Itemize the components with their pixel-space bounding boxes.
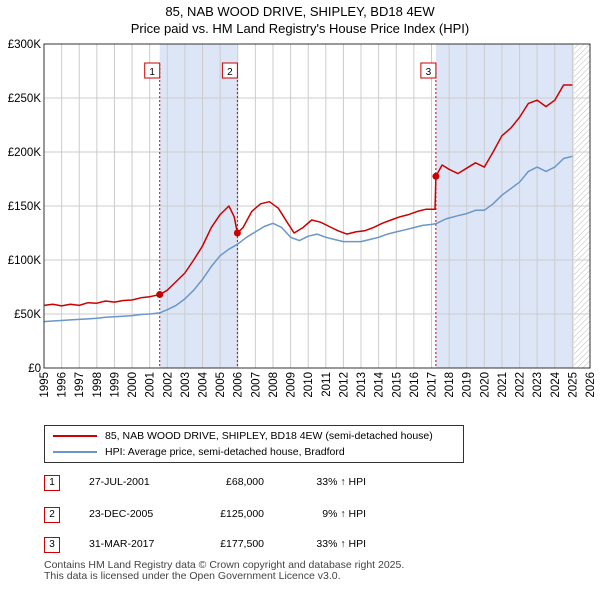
x-tick-label: 2004 xyxy=(198,371,210,397)
x-tick-label: 1999 xyxy=(109,372,121,398)
sale-number-label: 1 xyxy=(149,67,155,78)
sale-number-box xyxy=(420,62,437,79)
x-tick-label: 2007 xyxy=(250,372,262,398)
y-tick-label: £200K xyxy=(8,147,42,159)
y-tick-label: £250K xyxy=(8,93,42,105)
sale-marker-badge: 3 xyxy=(44,537,60,553)
x-tick-label: 2022 xyxy=(515,372,527,398)
sale-date: 23-DEC-2005 xyxy=(89,508,154,520)
sale-point xyxy=(432,172,440,180)
legend-label-property: 85, NAB WOOD DRIVE, SHIPLEY, BD18 4EW (s… xyxy=(105,430,433,442)
x-tick-label: 2011 xyxy=(321,372,333,397)
x-tick-label: 2019 xyxy=(462,372,474,398)
x-tick-label: 2025 xyxy=(567,372,579,398)
legend-label-hpi: HPI: Average price, semi-detached house,… xyxy=(105,446,345,458)
sale-marker-badge: 2 xyxy=(44,507,60,523)
x-tick-label: 1995 xyxy=(39,372,51,398)
chart-subtitle: Price paid vs. HM Land Registry's House … xyxy=(130,21,470,36)
chart-title: 85, NAB WOOD DRIVE, SHIPLEY, BD18 4EW xyxy=(165,4,435,19)
sale-number-label: 2 xyxy=(227,67,233,78)
hpi-series-line xyxy=(43,155,573,323)
x-tick-label: 2008 xyxy=(268,372,280,398)
legend-swatch-hpi xyxy=(53,451,97,453)
sale-date: 27-JUL-2001 xyxy=(89,476,150,488)
x-tick-label: 2009 xyxy=(286,372,298,398)
sale-hpi-change: 33% ↑ HPI xyxy=(316,538,366,550)
y-tick-label: £0 xyxy=(28,363,41,375)
sale-number-box xyxy=(221,62,238,79)
x-tick-label: 2021 xyxy=(497,372,509,398)
sale-hpi-change: 33% ↑ HPI xyxy=(316,476,366,488)
y-tick-label: £50K xyxy=(14,309,41,321)
x-tick-label: 2003 xyxy=(180,372,192,398)
x-tick-label: 2006 xyxy=(233,372,245,398)
x-tick-label: 2012 xyxy=(338,372,350,398)
x-tick-label: 1996 xyxy=(57,372,69,398)
legend-item-property: 85, NAB WOOD DRIVE, SHIPLEY, BD18 4EW (s… xyxy=(53,428,433,444)
sale-price: £68,000 xyxy=(226,476,264,488)
attribution-line-2: This data is licensed under the Open Gov… xyxy=(44,570,341,582)
x-tick-label: 2002 xyxy=(162,372,174,398)
y-tick-label: £100K xyxy=(8,255,42,267)
x-tick-label: 2026 xyxy=(585,372,597,398)
chart-legend: 85, NAB WOOD DRIVE, SHIPLEY, BD18 4EW (s… xyxy=(44,425,464,463)
x-tick-label: 2024 xyxy=(550,371,562,397)
x-tick-label: 2017 xyxy=(426,372,438,398)
sale-point xyxy=(233,229,241,237)
x-tick-label: 2020 xyxy=(479,372,491,398)
sale-price: £177,500 xyxy=(220,538,264,550)
x-tick-label: 2014 xyxy=(374,371,386,397)
legend-swatch-property xyxy=(53,435,97,437)
sale-price: £125,000 xyxy=(220,508,264,520)
y-tick-label: £300K xyxy=(8,39,42,51)
sale-number-label: 3 xyxy=(426,67,432,78)
x-tick-label: 1997 xyxy=(74,372,86,398)
x-tick-label: 2023 xyxy=(532,372,544,398)
attribution-line-1: Contains HM Land Registry data © Crown c… xyxy=(44,559,405,571)
price-chart: 1 2 3 £0 £50K £100K £150K £200K £250K £300K 1995 19… xyxy=(8,39,597,398)
x-tick-label: 2018 xyxy=(444,372,456,398)
property-series-line xyxy=(43,84,573,307)
x-tick-label: 2010 xyxy=(303,372,315,398)
sale-marker-badge: 1 xyxy=(44,475,60,491)
sale-point xyxy=(156,291,164,299)
sale-date: 31-MAR-2017 xyxy=(89,538,155,550)
x-tick-label: 2005 xyxy=(215,372,227,398)
x-tick-label: 2000 xyxy=(127,372,139,398)
x-tick-label: 2015 xyxy=(391,372,403,398)
sale-number-box xyxy=(144,62,161,79)
x-tick-label: 2016 xyxy=(409,372,421,398)
x-tick-label: 2001 xyxy=(145,372,157,398)
sale-hpi-change: 9% ↑ HPI xyxy=(322,508,366,520)
plot-border xyxy=(43,43,591,369)
x-tick-label: 1998 xyxy=(92,372,104,398)
legend-item-hpi: HPI: Average price, semi-detached house,… xyxy=(53,444,345,460)
x-tick-label: 2013 xyxy=(356,372,368,398)
attribution-footer: Contains HM Land Registry data © Crown c… xyxy=(44,560,404,582)
y-tick-label: £150K xyxy=(8,201,42,213)
